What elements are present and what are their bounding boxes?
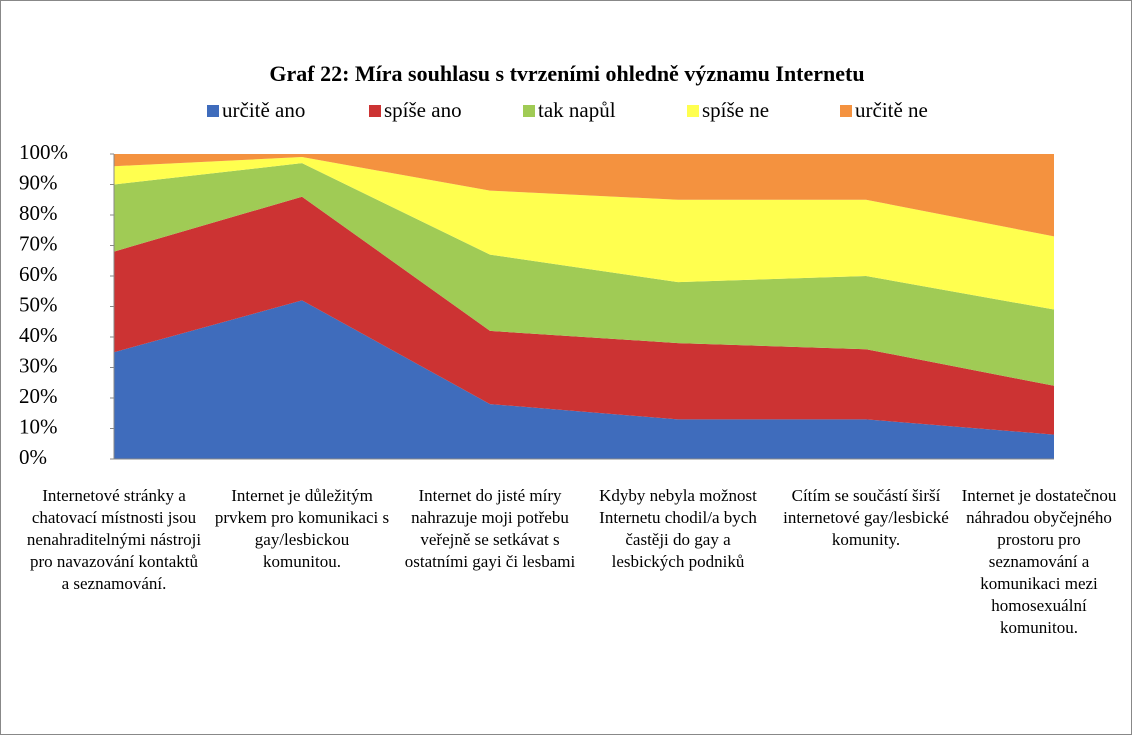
y-tick-label: 70% [19, 231, 58, 255]
chart-title: Graf 22: Míra souhlasu s tvrzeními ohled… [269, 61, 864, 86]
y-tick-label: 50% [19, 292, 58, 316]
legend-label: spíše ne [702, 98, 769, 122]
legend-label: spíše ano [384, 98, 462, 122]
legend-swatch [687, 105, 699, 117]
x-tick-label: Internet do jisté míry nahrazuje moji po… [404, 486, 576, 571]
x-tick-label: Kdyby nebyla možnost Internetu chodil/a … [599, 486, 757, 571]
y-tick-label: 90% [19, 170, 58, 194]
legend-label: tak napůl [538, 98, 616, 122]
x-tick-label: Internet je důležitým prvkem pro komunik… [214, 486, 390, 571]
y-tick-label: 60% [19, 262, 58, 286]
x-tick-label: Cítím se součástí širší internetové gay/… [783, 486, 949, 549]
x-tick-label: Internet je dostatečnou náhradou obyčejn… [961, 486, 1117, 637]
y-tick-label: 20% [19, 384, 58, 408]
y-tick-label: 10% [19, 414, 58, 438]
y-tick-label: 100% [19, 140, 68, 164]
area [114, 163, 1054, 386]
area [114, 154, 1054, 237]
y-tick-label: 0% [19, 445, 47, 469]
y-tick-label: 30% [19, 353, 58, 377]
legend-swatch [207, 105, 219, 117]
area [114, 157, 1054, 310]
x-tick-label: Internetové stránky a chatovací místnost… [26, 486, 202, 593]
y-tick-label: 40% [19, 323, 58, 347]
legend-swatch [523, 105, 535, 117]
area [114, 196, 1054, 435]
legend-label: určitě ne [855, 98, 928, 122]
y-tick-label: 80% [19, 201, 58, 225]
legend-swatch [840, 105, 852, 117]
legend-label: určitě ano [222, 98, 305, 122]
legend-swatch [369, 105, 381, 117]
